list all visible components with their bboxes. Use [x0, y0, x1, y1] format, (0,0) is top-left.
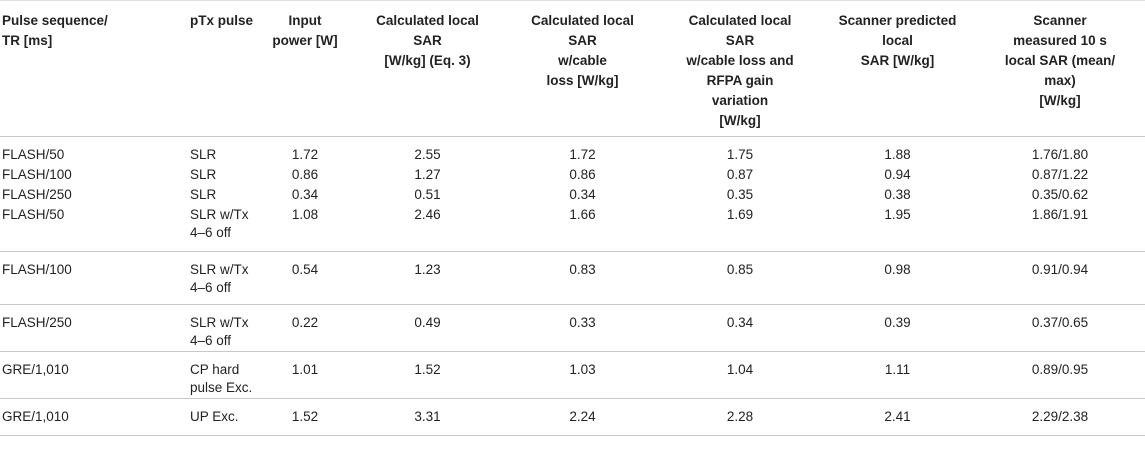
cell-sequence: FLASH/100: [0, 251, 160, 305]
cell-measured: 0.91/0.94: [975, 251, 1145, 305]
cell-pulse: SLR w/Tx 4–6 off: [160, 304, 260, 352]
cell-sar-rfpa: 0.87: [726, 167, 754, 182]
cell-pulse: SLR w/Tx 4–6 off: [160, 205, 260, 252]
header-calculated-sar: Calculated local SAR [W/kg] (Eq. 3): [350, 0, 505, 137]
cell-sar-rfpa: 0.34: [660, 304, 820, 352]
cell-sar-rfpa: 1.69: [660, 205, 820, 252]
cell-predicted: 1.95: [820, 205, 975, 252]
sar-comparison-table: Pulse sequence/ TR [ms] pTx pulse Input …: [0, 0, 1145, 436]
cell-predicted: 0.98: [820, 251, 975, 305]
cell-predicted: 0.38: [884, 187, 911, 202]
cell-measured: 0.37/0.65: [975, 304, 1145, 352]
cell-sequence: FLASH/250: [0, 304, 160, 352]
cell-pulse: CP hard pulse Exc.: [160, 351, 260, 399]
cell-calc-sar: 2.55: [414, 147, 441, 162]
cell-calc-sar: 0.51: [414, 187, 441, 202]
cell-sequence: FLASH/50: [0, 205, 160, 252]
cell-input-power: 1.52: [260, 398, 350, 436]
cell-calc-sar: 0.49: [350, 304, 505, 352]
header-scanner-predicted: Scanner predicted local SAR [W/kg]: [820, 0, 975, 137]
header-ptx-pulse: pTx pulse: [160, 0, 260, 137]
table-row: FLASH/100 SLR w/Tx 4–6 off 0.54 1.23 0.8…: [0, 251, 1145, 305]
cell-sar-cable: 1.03: [505, 351, 660, 399]
header-sar-cable-loss: Calculated local SAR w/cable loss [W/kg]: [505, 0, 660, 137]
cell-measured: 2.29/2.38: [975, 398, 1145, 436]
cell-input-power: 1.01: [260, 351, 350, 399]
cell-input-power: 0.22: [260, 304, 350, 352]
cell-predicted: 1.11: [820, 351, 975, 399]
cell-sequence: GRE/1,010: [0, 351, 160, 399]
cell-calc-sar: 2.46: [350, 205, 505, 252]
cell-calc-sar: 3.31: [350, 398, 505, 436]
cell-sar-rfpa: 0.35: [726, 187, 754, 202]
header-sar-cable-rfpa: Calculated local SAR w/cable loss and RF…: [660, 0, 820, 137]
table-row: FLASH/50 SLR 1.72 2.55 1.72 1.75 1.88 1.…: [0, 137, 1145, 166]
table-row: GRE/1,010 CP hard pulse Exc. 1.01 1.52 1…: [0, 351, 1145, 399]
table-row: FLASH/250 SLR w/Tx 4–6 off 0.22 0.49 0.3…: [0, 304, 1145, 352]
cell-sar-rfpa: 1.04: [660, 351, 820, 399]
cell-sar-cable: 0.86: [569, 167, 596, 182]
cell-input-power: 0.54: [260, 251, 350, 305]
cell-input-power: 0.86: [291, 167, 319, 182]
cell-sequence: FLASH/250: [2, 187, 72, 202]
header-scanner-measured: Scanner measured 10 s local SAR (mean/ m…: [975, 0, 1145, 137]
cell-sar-cable: 0.34: [569, 187, 596, 202]
cell-predicted: 1.88: [884, 147, 911, 162]
cell-sar-rfpa: 0.85: [660, 251, 820, 305]
cell-sar-rfpa: 1.75: [726, 147, 754, 162]
cell-predicted: 0.39: [820, 304, 975, 352]
cell-calc-sar: 1.27: [414, 167, 441, 182]
cell-sar-cable: 1.72: [569, 147, 596, 162]
cell-input-power: 0.34: [291, 187, 319, 202]
table-row: FLASH/250 SLR 0.34 0.51 0.34 0.35 0.38 0…: [0, 185, 1145, 205]
table-row: FLASH/100 SLR 0.86 1.27 0.86 0.87 0.94 0…: [0, 165, 1145, 185]
cell-pulse: SLR: [190, 187, 217, 202]
cell-measured: 0.35/0.62: [1031, 187, 1089, 202]
cell-calc-sar: 1.52: [350, 351, 505, 399]
cell-sequence: GRE/1,010: [0, 398, 160, 436]
cell-input-power: 1.72: [291, 147, 319, 162]
cell-measured: 0.87/1.22: [1031, 167, 1089, 182]
cell-input-power: 1.08: [260, 205, 350, 252]
cell-pulse: SLR: [190, 167, 217, 182]
cell-sar-cable: 0.83: [505, 251, 660, 305]
cell-predicted: 0.94: [884, 167, 911, 182]
cell-sar-cable: 2.24: [505, 398, 660, 436]
cell-predicted: 2.41: [820, 398, 975, 436]
cell-pulse: SLR: [190, 147, 217, 162]
cell-measured: 1.76/1.80: [1031, 147, 1089, 162]
cell-calc-sar: 1.23: [350, 251, 505, 305]
cell-measured: 1.86/1.91: [975, 205, 1145, 252]
cell-sar-rfpa: 2.28: [660, 398, 820, 436]
cell-pulse: UP Exc.: [160, 398, 260, 436]
table-row: GRE/1,010 UP Exc. 1.52 3.31 2.24 2.28 2.…: [0, 398, 1145, 436]
table-row: FLASH/50 SLR w/Tx 4–6 off 1.08 2.46 1.66…: [0, 205, 1145, 252]
cell-pulse: SLR w/Tx 4–6 off: [160, 251, 260, 305]
header-row: Pulse sequence/ TR [ms] pTx pulse Input …: [0, 0, 1145, 137]
cell-sar-cable: 1.66: [505, 205, 660, 252]
cell-sar-cable: 0.33: [505, 304, 660, 352]
cell-sequence: FLASH/100: [2, 167, 72, 182]
header-input-power: Input power [W]: [260, 0, 350, 137]
cell-sequence: FLASH/50: [2, 147, 65, 162]
cell-measured: 0.89/0.95: [975, 351, 1145, 399]
header-pulse-sequence: Pulse sequence/ TR [ms]: [0, 0, 160, 137]
